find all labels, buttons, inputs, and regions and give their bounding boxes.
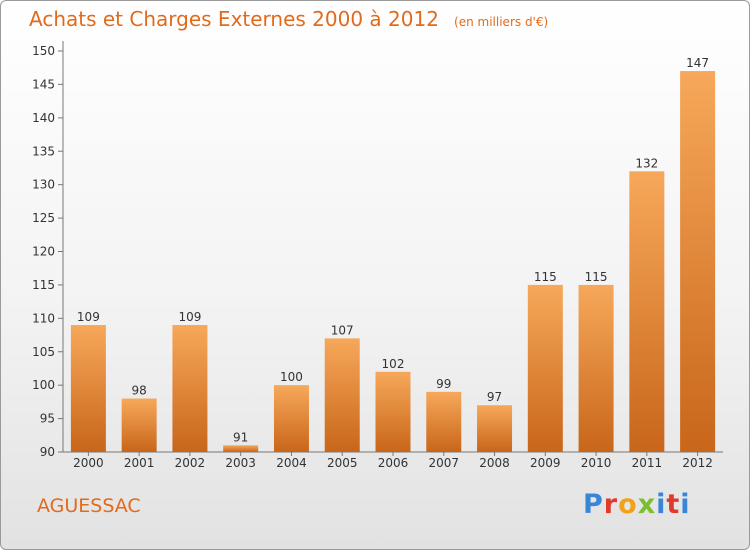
chart-title: Achats et Charges Externes 2000 à 2012 (… [29,7,548,31]
bar-2003 [223,445,259,452]
y-tick-label: 130 [32,178,55,192]
logo-letter: P [583,489,604,520]
y-tick-label: 120 [32,245,55,259]
axis-layer: 90 95 100 105 110 115 120 125 130 135 140 145 150 [32,41,723,459]
data-label-2002: 109 [178,310,201,324]
chart-title-text: Achats et Charges Externes 2000 à 2012 [29,7,439,31]
x-tick-label-2003: 2003 [225,456,256,470]
y-tick-label: 110 [32,311,55,325]
bar-2011 [629,171,665,453]
logo-letter: t [666,489,681,520]
data-label-2003: 91 [233,430,248,444]
bar-2007 [426,391,462,452]
y-tick-label: 140 [32,111,55,125]
data-label-2006: 102 [382,357,405,371]
data-label-2007: 99 [436,377,451,391]
y-tick-label: 95 [40,412,55,426]
data-label-2011: 132 [635,156,658,170]
bars-layer [70,71,716,453]
y-tick-label: 125 [32,211,55,225]
logo-letter: r [603,489,619,520]
labels-layer: 2000 109 2001 98 2002 109 2003 91 2004 100 2005 107… [73,56,713,470]
x-tick-label-2002: 2002 [175,456,206,470]
x-tick-label-2000: 2000 [73,456,104,470]
x-tick-label-2010: 2010 [581,456,612,470]
bar-2010 [578,284,614,452]
logo-letter: x [637,489,657,520]
y-tick-label: 135 [32,144,55,158]
y-tick-label: 90 [40,445,55,459]
y-tick-label: 150 [32,44,55,58]
town-name: AGUESSAC [37,495,141,517]
x-tick-label-2005: 2005 [327,456,358,470]
logo-letter: o [618,489,638,520]
logo-letter: i [680,489,691,520]
x-tick-label-2012: 2012 [682,456,713,470]
x-tick-label-2009: 2009 [530,456,561,470]
y-tick-label: 105 [32,345,55,359]
data-label-2000: 109 [77,310,100,324]
data-label-2004: 100 [280,370,303,384]
bar-2002 [172,325,208,452]
data-label-2008: 97 [487,390,502,404]
logo-letter: i [656,489,667,520]
x-tick-label-2011: 2011 [632,456,663,470]
data-label-2010: 115 [585,270,608,284]
bar-2006 [375,371,411,452]
data-label-2009: 115 [534,270,557,284]
x-tick-label-2004: 2004 [276,456,307,470]
proxiti-logo[interactable]: Proxiti [583,489,691,520]
chart-unit: (en milliers d'€) [454,15,549,29]
x-tick-label-2006: 2006 [378,456,409,470]
bar-2005 [324,338,360,452]
data-label-2012: 147 [686,56,709,70]
bar-2008 [477,405,513,452]
y-tick-label: 100 [32,378,55,392]
y-tick-label: 115 [32,278,55,292]
bar-2009 [527,284,563,452]
data-label-2001: 98 [132,384,147,398]
x-tick-label-2007: 2007 [428,456,459,470]
bar-2012 [680,71,716,453]
bar-2004 [273,385,309,452]
bar-2000 [70,325,106,452]
data-label-2005: 107 [331,323,354,337]
x-tick-label-2001: 2001 [124,456,155,470]
y-tick-label: 145 [32,77,55,91]
x-tick-label-2008: 2008 [479,456,510,470]
bar-2001 [121,398,157,452]
